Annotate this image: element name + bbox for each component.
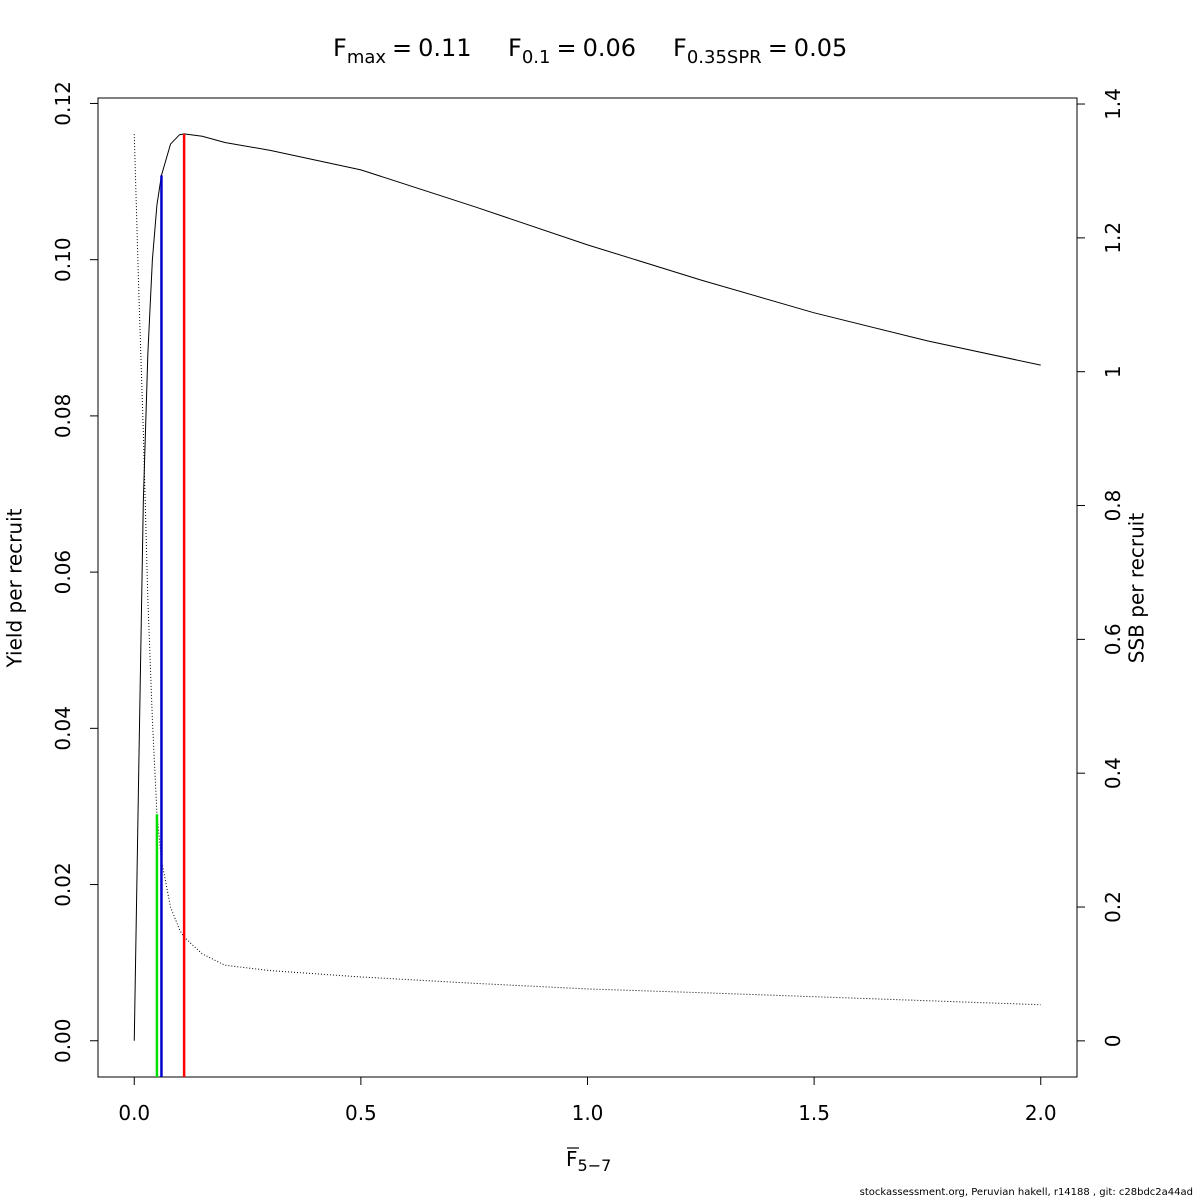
title-relation: =: [768, 34, 788, 62]
y2-tick-label: 0.2: [1101, 891, 1125, 923]
x-tick-label: 0.0: [118, 1101, 150, 1125]
y2-tick-label: 0.6: [1101, 623, 1125, 655]
title-subscript: 0.35SPR: [687, 47, 762, 68]
title-part: Fmax = 0.11: [333, 34, 472, 68]
title-symbol: F: [508, 34, 522, 62]
y2-tick-label: 0.4: [1101, 757, 1125, 789]
y-tick-label: 0.04: [51, 706, 75, 751]
x-tick-label: 2.0: [1025, 1101, 1057, 1125]
curve: [133, 134, 1041, 1006]
x-tick-label: 1.5: [798, 1101, 830, 1125]
title-relation: =: [392, 34, 412, 62]
title-value: 0.05: [794, 34, 847, 62]
y2-tick-label: 0.8: [1101, 490, 1125, 522]
title-subscript: 0.1: [522, 47, 551, 68]
y-tick-label: 0.00: [51, 1018, 75, 1063]
y-tick-label: 0.10: [51, 237, 75, 282]
title-relation: =: [556, 34, 576, 62]
y2-tick-label: 1: [1101, 365, 1125, 378]
title-value: 0.06: [583, 34, 636, 62]
x-tick-label: 0.5: [345, 1101, 377, 1125]
title-symbol: F: [673, 34, 687, 62]
y-axis-label: Yield per recruit: [3, 508, 27, 668]
title-part: F0.1 = 0.06: [508, 34, 636, 68]
y-tick-label: 0.02: [51, 862, 75, 907]
x-label-symbol: F: [566, 1147, 578, 1171]
y-tick-label: 0.08: [51, 394, 75, 439]
y-tick-label: 0.06: [51, 550, 75, 595]
y2-tick-label: 1.4: [1101, 88, 1125, 120]
curve: [133, 133, 1041, 1041]
x-axis-label: F5−7: [566, 1147, 611, 1175]
title-value: 0.11: [418, 34, 471, 62]
title-part: F0.35SPR = 0.05: [673, 34, 847, 68]
y2-axis-label: SSB per recruit: [1125, 513, 1149, 664]
title-subscript: max: [347, 47, 387, 68]
title-symbol: F: [333, 34, 347, 62]
y2-tick-label: 1.2: [1101, 222, 1125, 254]
y-tick-label: 0.12: [51, 81, 75, 126]
x-tick-label: 1.0: [572, 1101, 604, 1125]
x-label-subscript: 5−7: [578, 1156, 612, 1175]
footer: stockassessment.org, Peruvian hakell, r1…: [860, 1187, 1193, 1198]
y2-tick-label: 0: [1101, 1034, 1125, 1047]
